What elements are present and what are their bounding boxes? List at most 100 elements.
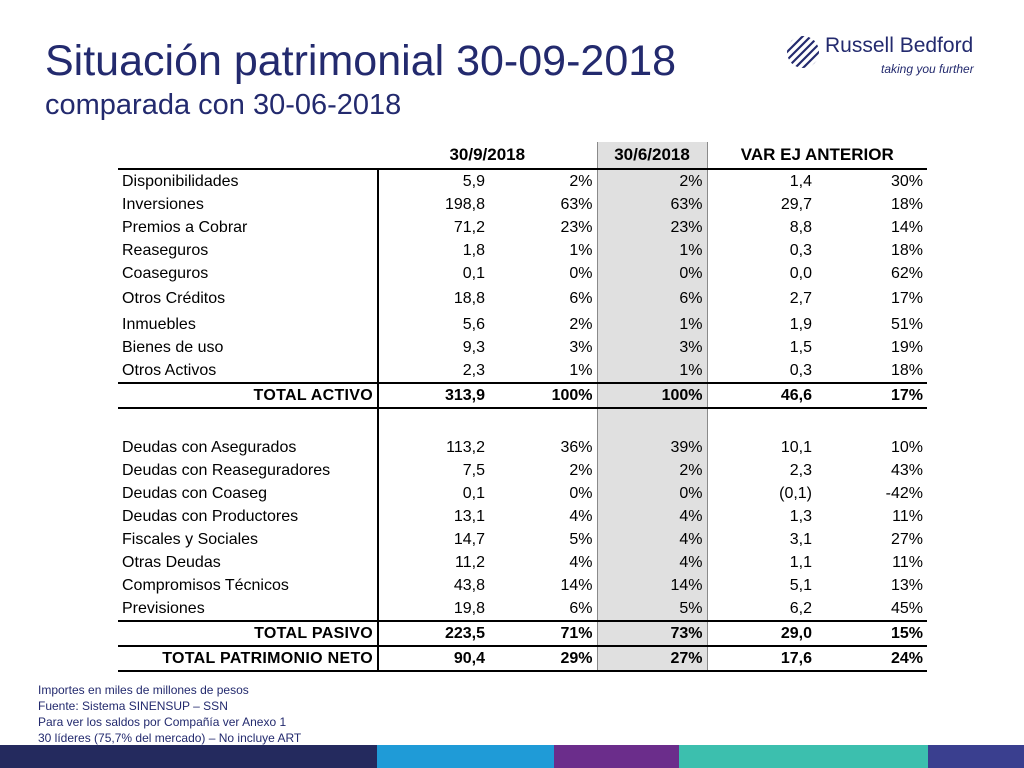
row-label: Deudas con Asegurados [118,436,379,459]
value-30-9-2018: 5,6 [462,315,485,333]
percent-30-9-2018: 3% [569,338,593,356]
percent-30-9-2018: 4% [569,553,593,571]
percent-30-9-2018: 5% [569,530,593,548]
variation-percent: 18% [890,195,924,213]
percent-30-6-2018: 100% [596,382,708,409]
row-label: Premios a Cobrar [118,216,379,239]
activo-section: Disponibilidades 5,9 2% 2% 1,4 30% Inversiones… [118,169,928,409]
variation-amount: 1,4 [789,172,813,190]
percent-30-6-2018: 1% [596,359,708,383]
percent-30-6-2018: 0% [596,262,708,285]
value-30-9-2018: 0,1 [462,264,485,282]
variation-amount: 2,3 [789,461,813,479]
row-label: Coaseguros [118,262,379,285]
value-30-9-2018: 1,8 [462,241,485,259]
footer-bar-segment [377,745,554,768]
footnotes: Importes en miles de millones de pesos F… [38,682,301,746]
variation-amount: 5,1 [789,576,813,594]
value-30-9-2018: 11,2 [455,553,485,571]
value-30-9-2018: 113,2 [446,438,485,456]
variation-amount: 1,9 [789,315,813,333]
footnote-source: Fuente: Sistema SINENSUP – SSN [38,699,228,713]
table-row: Otros Créditos 18,8 6% 6% 2,7 17% [118,285,927,313]
value-30-9-2018: 7,5 [462,461,485,479]
variation-amount: 6,2 [789,599,813,617]
variation-percent: 18% [890,241,924,259]
page-subtitle: comparada con 30-06-2018 [45,89,402,121]
table-row: Premios a Cobrar 71,2 23% 23% 8,8 14% [118,216,927,239]
variation-percent: 11% [892,507,924,525]
variation-percent: 19% [890,338,924,356]
value-30-9-2018: 71,2 [453,218,485,236]
value-30-9-2018: 223,5 [378,620,489,647]
variation-percent: 24% [816,645,928,672]
variation-percent: 13% [890,576,924,594]
percent-30-9-2018: 4% [569,507,593,525]
percent-30-9-2018: 0% [569,484,593,502]
row-label: TOTAL PATRIMONIO NETO [118,645,379,672]
variation-percent: 62% [890,264,924,282]
percent-30-6-2018: 4% [596,528,708,551]
row-label: Deudas con Reaseguradores [118,459,379,482]
row-label: Previsiones [118,597,379,621]
variation-amount: 0,3 [789,361,813,379]
percent-30-9-2018: 14% [560,576,593,594]
variation-amount: 46,6 [707,382,817,409]
variation-percent: 10% [890,438,924,456]
header-30-9-2018: 30/9/2018 [378,142,598,170]
value-30-9-2018: 14,7 [453,530,485,548]
spacer-row [118,407,928,436]
footnote-units: Importes en miles de millones de pesos [38,683,249,697]
table-row: Inversiones 198,8 63% 63% 29,7 18% [118,193,927,216]
percent-30-9-2018: 6% [569,599,593,617]
variation-amount: 3,1 [789,530,813,548]
header-30-6-2018: 30/6/2018 [596,142,708,170]
value-30-9-2018: 9,3 [462,338,485,356]
percent-30-6-2018: 2% [596,169,708,193]
variation-percent: 15% [816,620,928,647]
total-activo-row: TOTAL ACTIVO 313,9 100% 100% 46,6 17% [118,382,928,409]
variation-percent: 30% [890,172,924,190]
footer-color-bar [0,745,1024,768]
variation-amount: 8,8 [789,218,813,236]
percent-30-9-2018: 100% [489,382,598,409]
footnote-annex: Para ver los saldos por Compañía ver Ane… [38,715,287,729]
footer-bar-segment [554,745,679,768]
row-label: Compromisos Técnicos [118,574,379,597]
percent-30-6-2018: 27% [596,645,708,672]
variation-percent: 51% [890,315,924,333]
row-label: Inversiones [118,193,379,216]
percent-30-6-2018: 0% [596,482,708,505]
row-label: TOTAL PASIVO [118,620,379,647]
table-row: Previsiones 19,8 6% 5% 6,2 45% [118,597,927,621]
table-row: Deudas con Reaseguradores 7,5 2% 2% 2,3 43% [118,459,927,482]
row-label: Deudas con Productores [118,505,379,528]
pasivo-section: Deudas con Asegurados 113,2 36% 39% 10,1 10% D… [118,407,928,672]
row-label: Reaseguros [118,239,379,262]
percent-30-6-2018: 1% [596,239,708,262]
page-title: Situación patrimonial 30-09-2018 [45,37,677,85]
variation-percent: 45% [890,599,924,617]
row-label: TOTAL ACTIVO [118,382,379,409]
value-30-9-2018: 19,8 [453,599,485,617]
table-header-row: 30/9/2018 30/6/2018 VAR EJ ANTERIOR [118,142,928,170]
percent-30-6-2018: 39% [596,436,708,459]
variation-amount: 1,3 [789,507,813,525]
value-30-9-2018: 43,8 [453,576,485,594]
total-patrimonio-row: TOTAL PATRIMONIO NETO 90,4 29% 27% 17,6 24% [118,645,928,672]
percent-30-9-2018: 2% [569,315,593,333]
variation-percent: 14% [890,218,924,236]
percent-30-6-2018: 3% [596,336,708,359]
row-label: Disponibilidades [118,169,379,193]
value-30-9-2018: 2,3 [462,361,485,379]
percent-30-9-2018: 1% [569,361,593,379]
table-row: Compromisos Técnicos 43,8 14% 14% 5,1 13% [118,574,927,597]
variation-amount: 0,3 [789,241,813,259]
variation-percent: 17% [890,290,924,307]
table-row: Otros Activos 2,3 1% 1% 0,3 18% [118,359,927,383]
logo-name: Russell Bedford [825,34,974,57]
percent-30-9-2018: 2% [569,461,593,479]
percent-30-9-2018: 63% [560,195,593,213]
table-row: Inmuebles 5,6 2% 1% 1,9 51% [118,313,927,336]
variation-percent: 17% [816,382,928,409]
